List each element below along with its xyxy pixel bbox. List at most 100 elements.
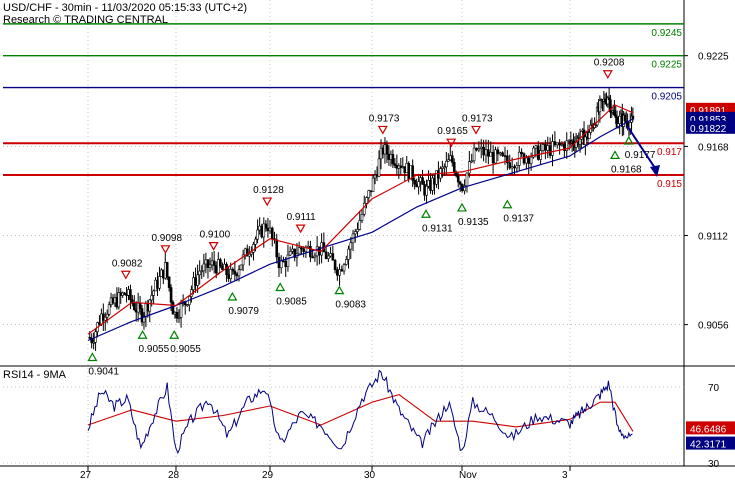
rsi-line [87,369,633,455]
price-candle [479,146,483,149]
price-candle [202,263,206,272]
price-candle [277,256,281,269]
price-candle [227,274,230,279]
price-candle [194,277,197,286]
price-candle [241,254,245,266]
price-candle [506,155,509,164]
price-candle [565,140,569,151]
price-candle [484,149,488,156]
price-candle [217,259,220,274]
price-candle [417,181,420,188]
price-candle [508,162,512,169]
price-candle [468,161,471,174]
price-candle [603,98,607,103]
price-candle [353,231,357,235]
swing-high-marker [208,242,219,251]
price-candle [264,223,268,229]
price-candle [342,264,346,272]
price-candle [373,174,377,179]
price-candle [132,303,136,311]
price-candle [578,138,582,145]
price-candle [344,259,348,265]
x-tick-label: 29 [262,470,274,480]
price-candle [260,225,264,238]
swing-high-marker [262,197,273,207]
price-candle [275,239,279,258]
price-candle [250,251,253,255]
swing-low-marker [420,209,432,218]
price-candle [588,132,591,139]
price-candle [496,149,500,155]
price-candle [391,154,395,165]
swing-low-label: 0.9085 [276,296,307,307]
swing-low-marker [609,150,621,159]
price-candle [544,144,547,151]
swing-low-label: 0.9079 [228,306,259,317]
price-box [686,120,735,134]
price-candle [623,114,627,122]
rsi-y-tick-label: 30 [708,459,720,470]
swing-low-marker [275,282,286,292]
price-candle [315,246,319,257]
price-candle [513,166,516,169]
price-candle [185,304,189,307]
price-candle [452,162,456,173]
price-candle [233,270,237,275]
level-label: 0.9205 [651,92,682,103]
price-candle [529,156,533,164]
price-candle [347,248,350,260]
price-candle [231,268,235,272]
price-candle [196,274,199,286]
x-tick-label: 3 [562,470,568,480]
price-candle [458,181,462,185]
rsi-title: RSI14 - 9MA [3,369,66,381]
price-candle [210,260,214,266]
price-candle [270,227,274,239]
price-candle [165,262,169,278]
price-candle [327,255,330,259]
swing-low-label: 0.9083 [335,300,366,311]
swing-low-marker [137,330,148,339]
price-candle [367,190,371,198]
price-candle [515,165,519,169]
price-candle [175,311,179,319]
price-candle [291,248,294,252]
price-candle [385,144,389,155]
rsi-y-tick-label: 70 [708,383,720,394]
price-candle [555,142,559,146]
price-candle [331,253,335,261]
price-candle [371,177,375,192]
price-candle [198,270,201,276]
rsi-box [686,421,735,435]
price-candle [107,304,111,315]
price-candle [548,145,552,156]
price-candle [489,151,493,157]
swing-low-marker [623,135,634,145]
price-candle [237,269,241,277]
price-candle [520,151,523,154]
swing-low-marker [169,330,180,339]
price-candle [598,100,602,113]
price-candle [245,248,249,257]
price-candle [103,316,107,321]
swing-high-marker [295,224,306,234]
moving-average-fast [87,104,634,335]
price-box-label: 0.91853 [690,115,727,126]
price-candle [411,165,414,181]
price-candle [169,287,173,303]
swing-low-marker [334,285,345,295]
price-candle [254,238,257,245]
swing-high-marker [160,245,171,255]
price-candle [522,153,526,164]
swing-low-marker [456,202,468,212]
price-candle [268,227,272,232]
price-candle [90,337,93,344]
price-candle [258,225,261,231]
price-candle [365,197,368,204]
price-candle [279,260,283,269]
swing-high-label: 0.9098 [151,233,182,244]
price-candle [129,289,132,301]
price-candle [595,106,599,126]
